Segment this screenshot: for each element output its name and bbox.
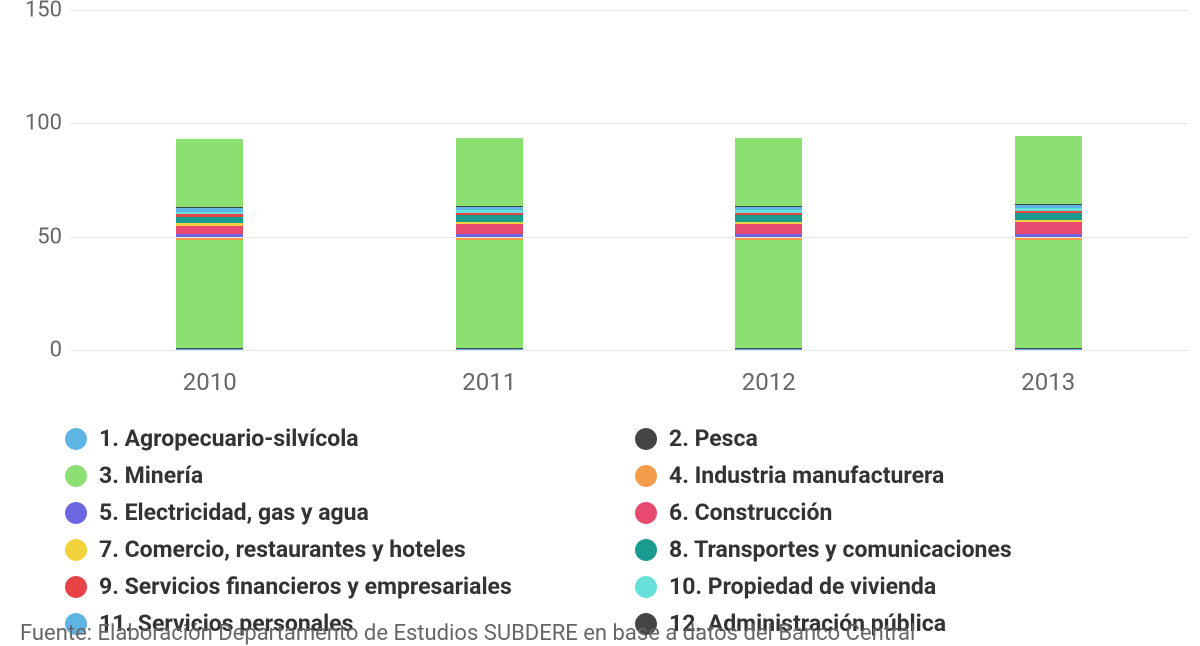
bar-seg (176, 217, 243, 224)
stacked-bar-chart: 0 50 100 150 2010 2011 2012 2013 (0, 0, 1200, 400)
gridline (70, 10, 1188, 11)
x-tick-label: 2012 (742, 368, 796, 396)
bar-seg (1015, 240, 1082, 349)
legend-label: 8. Transportes y comunicaciones (669, 536, 1012, 563)
bar-seg (735, 224, 802, 233)
legend-swatch (635, 465, 657, 487)
legend-item: 10. Propiedad de vivienda (635, 573, 1185, 600)
legend-swatch (65, 502, 87, 524)
legend-swatch (65, 576, 87, 598)
legend-swatch (65, 428, 87, 450)
x-tick-label: 2010 (183, 368, 237, 396)
legend-item: 7. Comercio, restaurantes y hoteles (65, 536, 615, 563)
legend-item: 8. Transportes y comunicaciones (635, 536, 1185, 563)
x-tick-label: 2011 (462, 368, 516, 396)
gridline (70, 123, 1188, 124)
bar-2010 (176, 139, 243, 350)
legend-label: 10. Propiedad de vivienda (669, 573, 936, 600)
legend-item: 6. Construcción (635, 499, 1185, 526)
gridline (70, 350, 1188, 351)
bar-seg (176, 139, 243, 207)
legend-swatch (635, 576, 657, 598)
y-tick-label: 50 (37, 224, 62, 249)
bar-2012 (735, 138, 802, 350)
bar-seg (456, 215, 523, 222)
bar-seg (456, 138, 523, 206)
legend-item: 1. Agropecuario-silvícola (65, 425, 615, 452)
legend-label: 9. Servicios financieros y empresariales (99, 573, 512, 600)
x-axis-labels: 2010 2011 2012 2013 (70, 360, 1188, 400)
legend-item: 9. Servicios financieros y empresariales (65, 573, 615, 600)
bar-seg (456, 224, 523, 233)
y-tick-label: 150 (25, 0, 62, 23)
y-axis: 0 50 100 150 (0, 0, 70, 360)
legend-swatch (635, 539, 657, 561)
legend-swatch (65, 465, 87, 487)
source-citation: Fuente: Elaboración Departamento de Estu… (20, 621, 915, 646)
x-tick-label: 2013 (1021, 368, 1075, 396)
legend-item: 4. Industria manufacturera (635, 462, 1185, 489)
bar-seg (735, 240, 802, 349)
bar-seg (1015, 136, 1082, 204)
chart-legend: 1. Agropecuario-silvícola 2. Pesca 3. Mine… (65, 425, 1185, 637)
legend-label: 5. Electricidad, gas y agua (99, 499, 369, 526)
legend-swatch (65, 539, 87, 561)
legend-label: 4. Industria manufacturera (669, 462, 944, 489)
legend-label: 3. Minería (99, 462, 203, 489)
legend-label: 6. Construcción (669, 499, 832, 526)
bar-2011 (456, 138, 523, 350)
y-tick-label: 100 (25, 111, 62, 136)
legend-item: 5. Electricidad, gas y agua (65, 499, 615, 526)
bar-seg (735, 215, 802, 222)
bar-seg (176, 226, 243, 234)
legend-swatch (635, 502, 657, 524)
bar-seg (735, 138, 802, 206)
legend-item: 3. Minería (65, 462, 615, 489)
bar-2013 (1015, 136, 1082, 350)
legend-label: 1. Agropecuario-silvícola (99, 425, 359, 452)
bar-seg (176, 240, 243, 349)
legend-swatch (635, 428, 657, 450)
bar-seg (1015, 222, 1082, 233)
bar-seg (456, 240, 523, 349)
bar-seg (1015, 213, 1082, 220)
legend-label: 2. Pesca (669, 425, 758, 452)
legend-item: 2. Pesca (635, 425, 1185, 452)
plot-area (70, 10, 1188, 350)
gridline (70, 237, 1188, 238)
y-tick-label: 0 (50, 338, 62, 363)
legend-label: 7. Comercio, restaurantes y hoteles (99, 536, 466, 563)
